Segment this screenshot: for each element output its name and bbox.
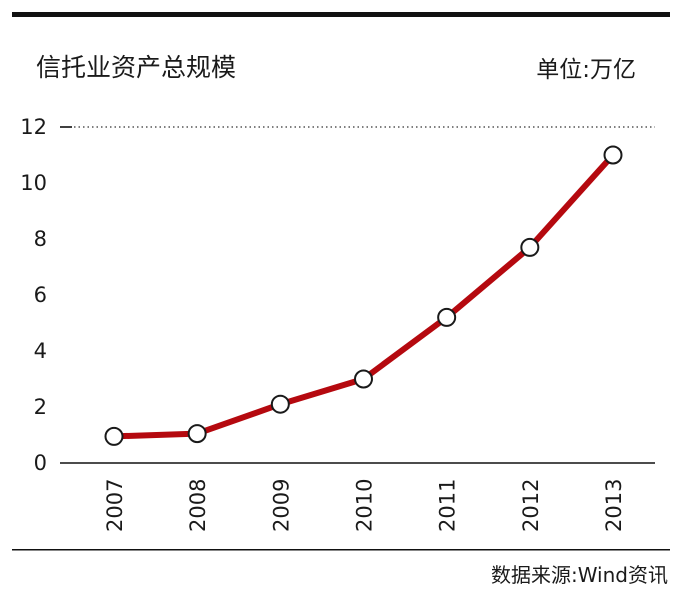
- series-line-path: [111, 152, 616, 440]
- data-point: [104, 426, 124, 446]
- data-point: [437, 307, 457, 327]
- data-point: [270, 394, 290, 414]
- y-tick-label: 2: [34, 395, 47, 419]
- data-point: [354, 369, 373, 389]
- y-tick-label: 10: [20, 171, 47, 195]
- y-tick-label: 8: [34, 227, 47, 251]
- data-point: [603, 145, 623, 165]
- series-markers: [104, 145, 623, 446]
- chart-title: 信托业资产总规模: [36, 53, 236, 82]
- x-tick-label: 2010: [353, 479, 377, 532]
- grid: [60, 126, 655, 464]
- data-point: [520, 237, 540, 257]
- x-tick-label: 2011: [436, 479, 460, 532]
- source-note: 数据来源:Wind资讯: [491, 563, 668, 587]
- x-tick-label: 2007: [103, 479, 127, 532]
- bottom-rule: [12, 549, 670, 551]
- y-tick-label: 0: [34, 451, 47, 475]
- series-line: [111, 152, 616, 440]
- x-tick-label: 2013: [602, 479, 626, 532]
- top-rule: [12, 12, 670, 17]
- x-tick-label: 2012: [519, 479, 543, 532]
- y-tick-label: 6: [34, 283, 47, 307]
- y-tick-label: 4: [34, 339, 47, 363]
- data-point: [187, 424, 207, 444]
- y-axis: 0 2 4 6 8 10 12: [20, 115, 47, 475]
- x-axis: 2007 2008 2009 2010 2011 2012 2013: [103, 479, 626, 532]
- unit-label: 单位:万亿: [536, 57, 636, 83]
- x-tick-label: 2008: [186, 479, 210, 532]
- y-tick-label: 12: [20, 115, 47, 139]
- x-tick-label: 2009: [269, 479, 293, 532]
